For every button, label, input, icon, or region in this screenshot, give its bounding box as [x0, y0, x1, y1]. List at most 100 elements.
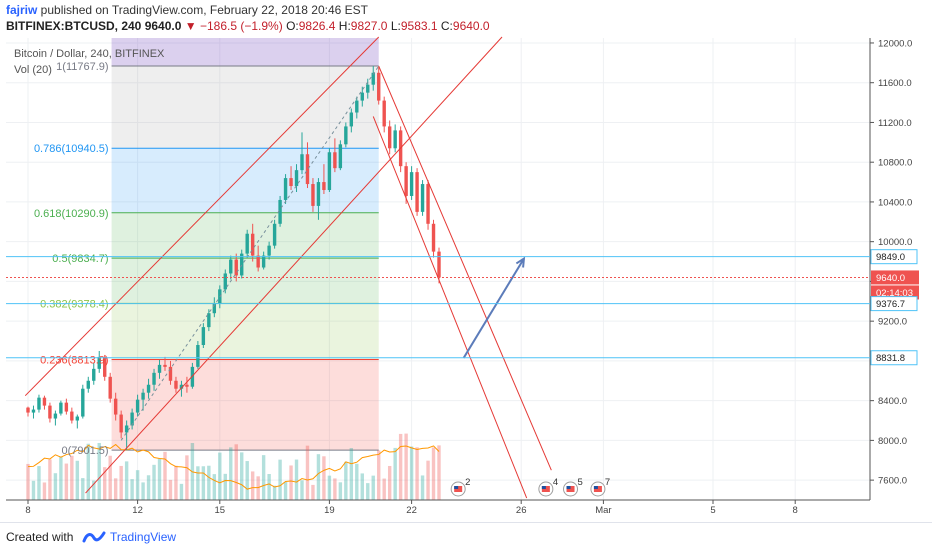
candle-body[interactable] — [366, 84, 370, 93]
candle-body[interactable] — [289, 178, 293, 187]
candle-body[interactable] — [261, 255, 266, 268]
candle-body[interactable] — [278, 199, 282, 224]
candle-body[interactable] — [349, 112, 354, 127]
candle-body[interactable] — [420, 184, 425, 212]
candle-body[interactable] — [124, 425, 129, 433]
volume-bar — [163, 451, 167, 500]
projection-arrow-line[interactable] — [462, 258, 525, 359]
candle-body[interactable] — [196, 345, 200, 367]
candle-body[interactable] — [360, 92, 364, 101]
economic-event-flag-icon[interactable]: 4 — [538, 477, 558, 497]
candle-body[interactable] — [316, 182, 321, 206]
candle-body[interactable] — [305, 154, 310, 185]
candle-body[interactable] — [207, 313, 211, 328]
candle-body[interactable] — [130, 412, 134, 426]
candle-body[interactable] — [311, 184, 315, 206]
economic-event-flag-icon[interactable]: 5 — [563, 477, 583, 497]
tradingview-link[interactable]: TradingView — [110, 530, 177, 544]
candle-body[interactable] — [146, 384, 151, 393]
candle-body[interactable] — [426, 184, 430, 224]
economic-event-flag-icon[interactable]: 7 — [590, 477, 610, 497]
candle-body[interactable] — [212, 303, 217, 314]
candle-body[interactable] — [283, 178, 288, 200]
candle-body[interactable] — [234, 259, 238, 276]
fib-level-label: 0.786(10940.5) — [34, 143, 109, 155]
candle-body[interactable] — [113, 398, 118, 415]
y-tick-label: 10400.0 — [878, 197, 912, 208]
price-chart[interactable]: 1(11767.9) 0.786(10940.5) 0.618(10290.9) 0.… — [0, 0, 932, 522]
fib-level-label: 1(11767.9) — [56, 61, 108, 73]
candle-body[interactable] — [174, 380, 178, 389]
candle-body[interactable] — [415, 172, 419, 212]
economic-event-flag-icon[interactable]: 2 — [450, 477, 470, 497]
candle-body[interactable] — [294, 170, 299, 187]
candle-body[interactable] — [437, 251, 441, 278]
candle-body[interactable] — [267, 245, 271, 256]
candle-body[interactable] — [355, 100, 359, 113]
down-channel-lower[interactable] — [372, 116, 528, 499]
candle-body[interactable] — [382, 100, 386, 127]
candle-body[interactable] — [322, 182, 326, 191]
down-channel-upper[interactable] — [378, 65, 552, 471]
candle-body[interactable] — [300, 154, 304, 171]
candle-body[interactable] — [42, 397, 47, 406]
candle-body[interactable] — [135, 399, 140, 413]
author-link[interactable]: fajriw — [6, 3, 38, 17]
candle-body[interactable] — [64, 402, 69, 412]
candle-body[interactable] — [31, 409, 36, 413]
channel-upper-line[interactable] — [24, 36, 380, 397]
candle-body[interactable] — [81, 388, 85, 417]
candle-body[interactable] — [377, 72, 381, 101]
candle-body[interactable] — [338, 144, 343, 169]
candle-body[interactable] — [190, 366, 195, 387]
price-axis[interactable] — [870, 38, 932, 500]
candle-body[interactable] — [168, 366, 173, 381]
candle-body[interactable] — [53, 413, 58, 419]
volume-bar — [289, 465, 293, 500]
candle-body[interactable] — [245, 233, 249, 254]
candle-body[interactable] — [371, 72, 375, 85]
candle-body[interactable] — [70, 411, 74, 421]
volume-bar — [179, 483, 184, 500]
candle-body[interactable] — [152, 372, 156, 385]
candle-body[interactable] — [393, 130, 397, 149]
candle-body[interactable] — [387, 126, 392, 149]
candle-body[interactable] — [48, 405, 52, 419]
candle-body[interactable] — [272, 223, 277, 246]
candle-body[interactable] — [404, 166, 408, 196]
channel-median-line[interactable] — [120, 65, 380, 441]
candle-body[interactable] — [201, 327, 206, 346]
candle-body[interactable] — [108, 376, 112, 399]
candle-body[interactable] — [157, 364, 162, 373]
candle-body[interactable] — [240, 253, 244, 276]
candle-body[interactable] — [92, 368, 96, 381]
candle-body[interactable] — [37, 397, 41, 410]
candle-body[interactable] — [103, 356, 107, 377]
candle-body[interactable] — [75, 416, 80, 421]
symbol-label[interactable]: BITFINEX:BTCUSD, 240 — [6, 19, 142, 33]
candle-body[interactable] — [327, 152, 332, 191]
candle-body[interactable] — [141, 392, 145, 400]
volume-bar — [377, 450, 381, 500]
y-tick-label: 8000.0 — [878, 436, 907, 447]
candle-body[interactable] — [179, 384, 184, 389]
candle-body[interactable] — [409, 172, 414, 196]
candle-body[interactable] — [26, 407, 30, 413]
candle-body[interactable] — [97, 356, 101, 369]
candle-body[interactable] — [256, 255, 260, 268]
candle-body[interactable] — [223, 273, 227, 290]
low-label: L: — [390, 19, 401, 33]
candle-body[interactable] — [431, 223, 436, 252]
candle-body[interactable] — [250, 233, 255, 256]
candle-body[interactable] — [229, 259, 233, 274]
candle-body[interactable] — [185, 384, 189, 387]
candle-body[interactable] — [59, 402, 63, 414]
candle-body[interactable] — [344, 126, 348, 145]
candle-body[interactable] — [163, 364, 167, 367]
candle-body[interactable] — [333, 152, 337, 169]
candle-body[interactable] — [86, 380, 90, 389]
channel-lower-line[interactable] — [85, 36, 503, 494]
tradingview-logo-icon[interactable] — [82, 529, 106, 545]
candle-body[interactable] — [119, 414, 123, 433]
volume-bar — [311, 484, 315, 500]
